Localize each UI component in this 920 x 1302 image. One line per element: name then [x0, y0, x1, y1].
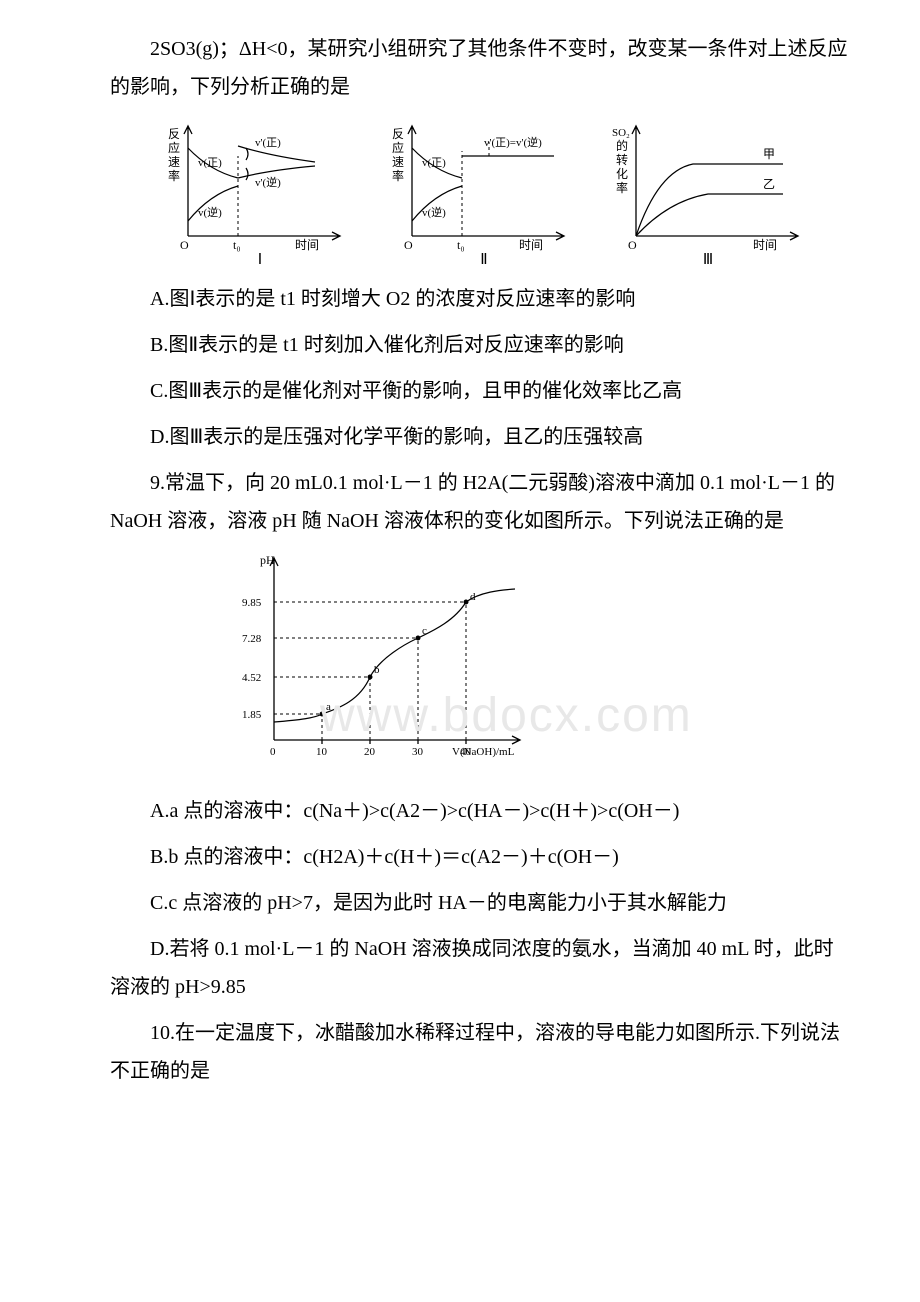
svg-text:v'(逆): v'(逆): [255, 175, 281, 189]
q9-diagram: pH V(NaOH)/mL 0 10 20 30 40 1.85 4.52 7.…: [220, 550, 850, 778]
svg-text:率: 率: [616, 180, 628, 195]
q8-intro: 2SO3(g)；ΔH<0，某研究小组研究了其他条件不变时，改变某一条件对上述反应…: [110, 30, 850, 106]
svg-text:t₀: t₀: [233, 238, 241, 252]
svg-text:a: a: [326, 701, 331, 713]
svg-text:Ⅰ: Ⅰ: [258, 252, 262, 266]
svg-text:30: 30: [412, 746, 424, 758]
svg-text:SO₂: SO₂: [612, 127, 630, 139]
svg-text:4.52: 4.52: [242, 672, 261, 684]
svg-text:速: 速: [392, 155, 404, 169]
svg-text:9.85: 9.85: [242, 597, 262, 609]
svg-text:率: 率: [168, 168, 180, 183]
q8-option-d: D.图Ⅲ表示的是压强对化学平衡的影响，且乙的压强较高: [110, 418, 850, 456]
svg-text:v(逆): v(逆): [198, 205, 222, 219]
svg-text:应: 应: [168, 140, 180, 155]
svg-text:反: 反: [392, 127, 404, 141]
q9-option-d: D.若将 0.1 mol·L－1 的 NaOH 溶液换成同浓度的氨水，当滴加 4…: [110, 930, 850, 1006]
diagram-3: SO₂ 的 转 化 率 甲 乙 O 时间 Ⅲ: [608, 116, 808, 266]
svg-text:40: 40: [460, 746, 472, 758]
svg-text:率: 率: [392, 168, 404, 183]
svg-text:时间: 时间: [295, 238, 319, 252]
svg-text:1.85: 1.85: [242, 709, 262, 721]
svg-text:d: d: [470, 591, 476, 603]
svg-text:O: O: [404, 238, 413, 252]
svg-text:的: 的: [616, 138, 628, 153]
svg-text:Ⅲ: Ⅲ: [703, 252, 713, 266]
svg-text:反: 反: [168, 127, 180, 141]
svg-text:0: 0: [270, 746, 276, 758]
svg-text:转: 转: [616, 152, 628, 167]
svg-text:化: 化: [616, 167, 628, 181]
svg-text:速: 速: [168, 155, 180, 169]
svg-text:O: O: [180, 238, 189, 252]
svg-text:v(正): v(正): [198, 157, 222, 169]
q10-stem: 10.在一定温度下，冰醋酸加水稀释过程中，溶液的导电能力如图所示.下列说法不正确…: [110, 1014, 850, 1090]
q8-option-c: C.图Ⅲ表示的是催化剂对平衡的影响，且甲的催化效率比乙高: [110, 372, 850, 410]
svg-text:乙: 乙: [763, 177, 775, 191]
svg-text:Ⅱ: Ⅱ: [480, 252, 487, 266]
q9-option-c: C.c 点溶液的 pH>7，是因为此时 HA－的电离能力小于其水解能力: [110, 884, 850, 922]
svg-text:20: 20: [364, 746, 376, 758]
svg-text:7.28: 7.28: [242, 633, 262, 645]
svg-text:v'(正): v'(正): [255, 137, 281, 149]
svg-text:时间: 时间: [753, 238, 777, 252]
diagram-1: 反 应 速 率 v(正) v(逆) v'(正) v'(逆) O t₀ 时间 Ⅰ: [160, 116, 360, 266]
svg-text:10: 10: [316, 746, 328, 758]
q9-stem: 9.常温下，向 20 mL0.1 mol·L－1 的 H2A(二元弱酸)溶液中滴…: [110, 464, 850, 540]
svg-text:v'(正)=v'(逆): v'(正)=v'(逆): [484, 135, 542, 149]
svg-text:时间: 时间: [519, 238, 543, 252]
svg-text:t₀: t₀: [457, 238, 465, 252]
q8-diagrams: 反 应 速 率 v(正) v(逆) v'(正) v'(逆) O t₀ 时间 Ⅰ: [160, 116, 850, 266]
svg-text:甲: 甲: [763, 147, 775, 161]
q8-option-a: A.图Ⅰ表示的是 t1 时刻增大 O2 的浓度对反应速率的影响: [110, 280, 850, 318]
svg-text:c: c: [422, 625, 427, 637]
svg-text:O: O: [628, 238, 637, 252]
q9-option-a: A.a 点的溶液中：c(Na＋)>c(A2－)>c(HA－)>c(H＋)>c(O…: [110, 792, 850, 830]
q8-option-b: B.图Ⅱ表示的是 t1 时刻加入催化剂后对反应速率的影响: [110, 326, 850, 364]
diagram-2: 反 应 速 率 v(正) v(逆) v'(正)=v'(逆) O t₀ 时间 Ⅱ: [384, 116, 584, 266]
svg-text:v(正): v(正): [422, 157, 446, 169]
svg-text:应: 应: [392, 140, 404, 155]
svg-text:v(逆): v(逆): [422, 205, 446, 219]
q9-option-b: B.b 点的溶液中：c(H2A)＋c(H＋)＝c(A2－)＋c(OH－): [110, 838, 850, 876]
svg-text:b: b: [374, 664, 380, 676]
svg-text:pH: pH: [260, 553, 275, 567]
